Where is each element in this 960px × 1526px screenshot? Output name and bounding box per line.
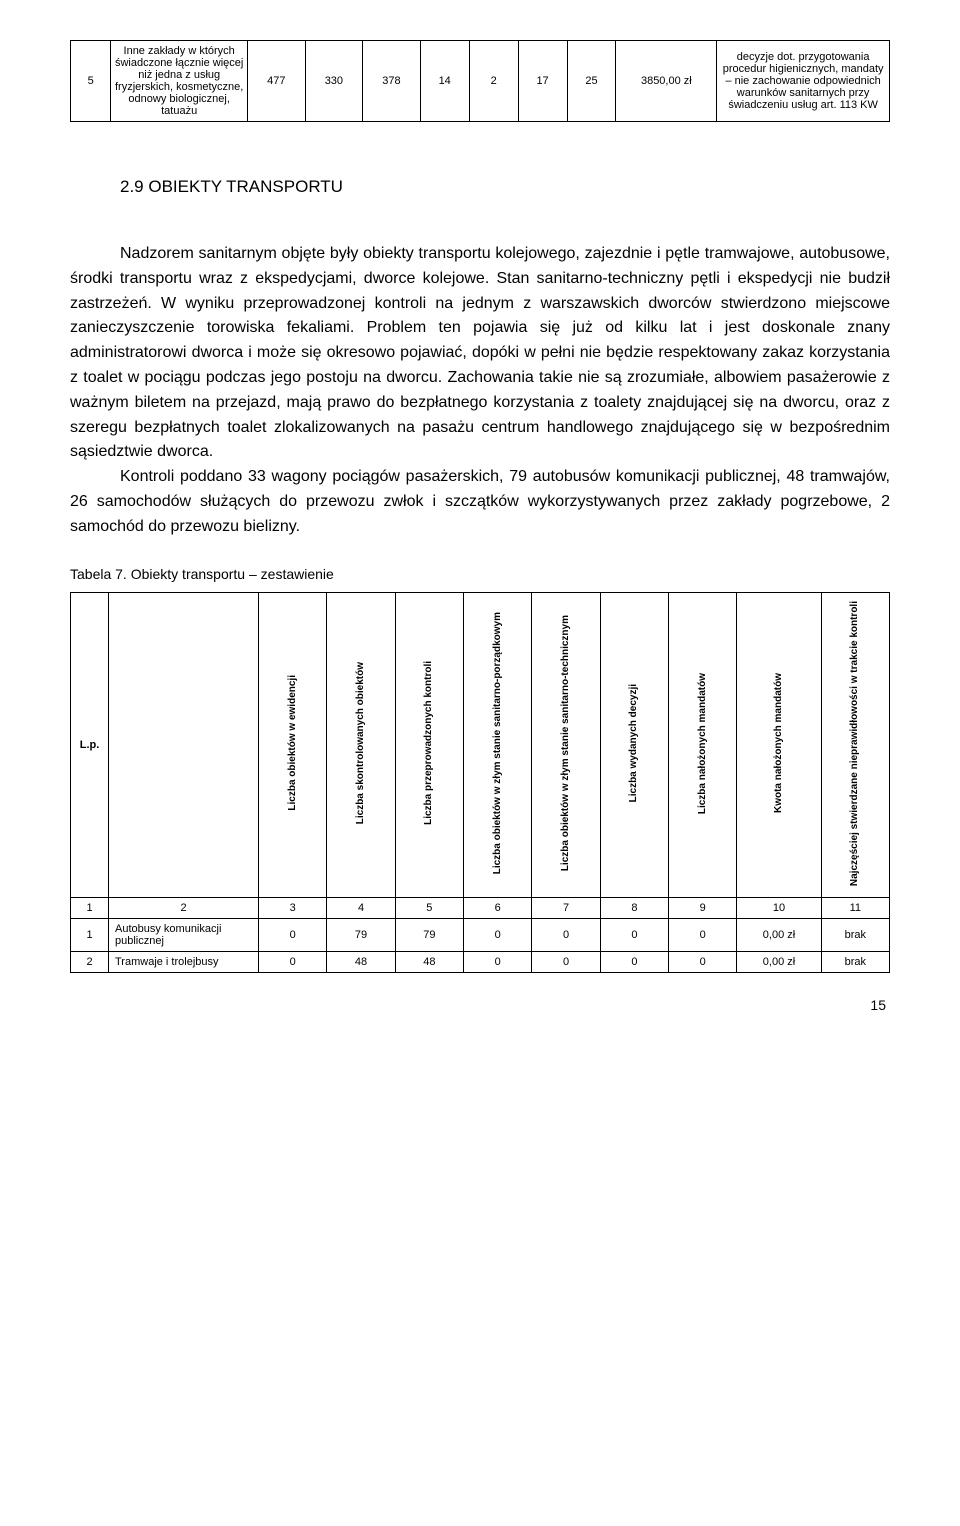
cell-name: Autobusy komunikacji publicznej — [109, 918, 259, 951]
header-label: Kwota nałożonych mandatów — [773, 669, 785, 817]
header-col: Liczba obiektów w złym stanie sanitarno-… — [464, 592, 532, 897]
cell: 3850,00 zł — [616, 41, 717, 122]
header-col: Liczba obiektów w złym stanie sanitarno-… — [532, 592, 600, 897]
table-row: 5 Inne zakłady w których świadczone łącz… — [71, 41, 890, 122]
transport-table: L.p. Liczba obiektów w ewidencji Liczba … — [70, 592, 890, 973]
header-label: Liczba obiektów w złym stanie sanitarno-… — [560, 611, 572, 875]
row-description: Inne zakłady w których świadczone łączni… — [111, 41, 248, 122]
table-number-row: 1 2 3 4 5 6 7 8 9 10 11 — [71, 897, 890, 918]
colnum: 10 — [737, 897, 821, 918]
colnum: 4 — [327, 897, 395, 918]
cell: 2 — [71, 951, 109, 972]
header-col: Najczęściej stwierdzane nieprawidłowości… — [821, 592, 889, 897]
cell: 330 — [305, 41, 363, 122]
header-col: Kwota nałożonych mandatów — [737, 592, 821, 897]
table-row: 1 Autobusy komunikacji publicznej 0 79 7… — [71, 918, 890, 951]
colnum: 8 — [600, 897, 668, 918]
cell: 0 — [669, 951, 737, 972]
header-col: Liczba obiektów w ewidencji — [259, 592, 327, 897]
cell: 0,00 zł — [737, 951, 821, 972]
cell: 0 — [600, 951, 668, 972]
paragraph: Nadzorem sanitarnym objęte były obiekty … — [70, 242, 890, 465]
table-caption: Tabela 7. Obiekty transportu – zestawien… — [70, 566, 890, 582]
header-label: Liczba obiektów w złym stanie sanitarno-… — [492, 608, 504, 878]
header-lp: L.p. — [71, 592, 109, 897]
cell: 25 — [567, 41, 616, 122]
header-col: Liczba nałożonych mandatów — [669, 592, 737, 897]
page-number: 15 — [70, 997, 890, 1013]
cell: 0 — [600, 918, 668, 951]
paragraph: Kontroli poddano 33 wagony pociągów pasa… — [70, 465, 890, 539]
cell: 0 — [532, 918, 600, 951]
cell: brak — [821, 918, 889, 951]
table-row: 2 Tramwaje i trolejbusy 0 48 48 0 0 0 0 … — [71, 951, 890, 972]
header-col: Liczba skontrolowanych obiektów — [327, 592, 395, 897]
header-label: Liczba nałożonych mandatów — [697, 669, 709, 818]
cell: brak — [821, 951, 889, 972]
row-number: 5 — [71, 41, 111, 122]
services-table: 5 Inne zakłady w których świadczone łącz… — [70, 40, 890, 122]
body-content: Nadzorem sanitarnym objęte były obiekty … — [70, 242, 890, 540]
header-col: Liczba wydanych decyzji — [600, 592, 668, 897]
header-label: Najczęściej stwierdzane nieprawidłowości… — [849, 597, 861, 890]
cell: 14 — [420, 41, 469, 122]
colnum: 11 — [821, 897, 889, 918]
cell: 477 — [248, 41, 306, 122]
cell: 0 — [532, 951, 600, 972]
header-label: Liczba przeprowadzonych kontroli — [423, 657, 435, 829]
header-label: Liczba obiektów w ewidencji — [287, 671, 299, 815]
cell: 378 — [363, 41, 421, 122]
cell-name: Tramwaje i trolejbusy — [109, 951, 259, 972]
colnum: 9 — [669, 897, 737, 918]
cell: 0 — [259, 951, 327, 972]
header-label: Liczba wydanych decyzji — [628, 680, 640, 806]
cell: 0 — [669, 918, 737, 951]
cell: 2 — [469, 41, 518, 122]
colnum: 1 — [71, 897, 109, 918]
header-label: Liczba skontrolowanych obiektów — [355, 658, 367, 828]
colnum: 3 — [259, 897, 327, 918]
cell: 79 — [395, 918, 463, 951]
colnum: 6 — [464, 897, 532, 918]
table-header-row: L.p. Liczba obiektów w ewidencji Liczba … — [71, 592, 890, 897]
header-col: Liczba przeprowadzonych kontroli — [395, 592, 463, 897]
colnum: 7 — [532, 897, 600, 918]
cell: 1 — [71, 918, 109, 951]
cell: 0 — [259, 918, 327, 951]
cell: 48 — [395, 951, 463, 972]
cell: 17 — [518, 41, 567, 122]
cell: 48 — [327, 951, 395, 972]
cell: 79 — [327, 918, 395, 951]
cell: 0 — [464, 918, 532, 951]
colnum: 2 — [109, 897, 259, 918]
cell: 0 — [464, 951, 532, 972]
row-note: decyzje dot. przygotowania procedur higi… — [717, 41, 890, 122]
section-heading: 2.9 OBIEKTY TRANSPORTU — [70, 177, 890, 197]
cell: 0,00 zł — [737, 918, 821, 951]
header-empty — [109, 592, 259, 897]
colnum: 5 — [395, 897, 463, 918]
